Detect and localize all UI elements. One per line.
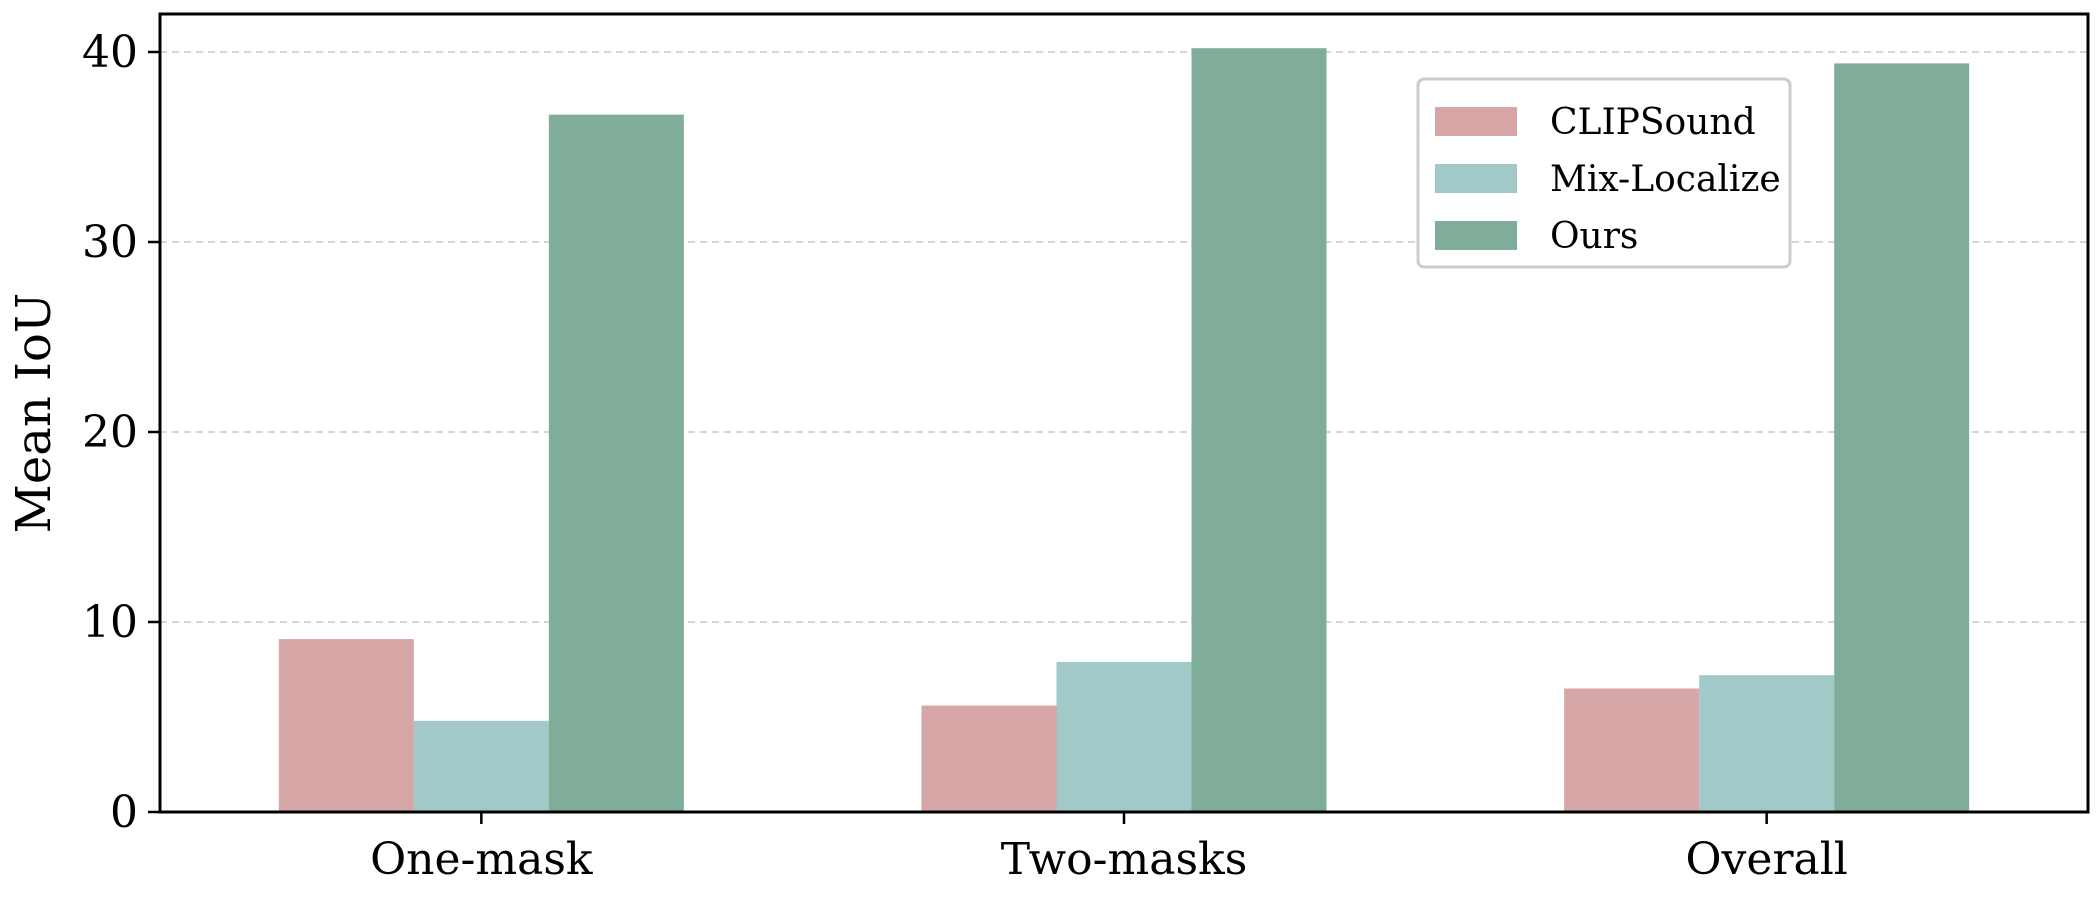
legend-label: Ours	[1550, 216, 1638, 257]
y-tick-label: 40	[82, 27, 138, 78]
y-tick-label: 10	[82, 597, 138, 648]
y-tick-label: 0	[110, 787, 138, 838]
bar-mix-localize	[413, 720, 549, 812]
bar-clipsound	[278, 639, 414, 812]
ticks-layer: 0 10 20 30 40 One-mask Two-masks Overall	[82, 27, 1848, 885]
legend: CLIPSound Mix-Localize Ours	[1416, 77, 1792, 269]
bar-clipsound	[921, 705, 1057, 812]
grid-layer	[160, 51, 2088, 623]
y-tick-label: 30	[82, 217, 138, 268]
x-tick-label: Overall	[1685, 834, 1847, 885]
bar-ours	[1191, 48, 1327, 812]
y-axis-label: Mean IoU	[6, 293, 62, 534]
x-tick-label: One-mask	[370, 834, 593, 885]
legend-swatch	[1435, 221, 1517, 250]
y-tick-label: 20	[82, 407, 138, 458]
bar-ours	[548, 114, 684, 812]
bar-ours	[1834, 63, 1970, 812]
legend-swatch	[1435, 164, 1517, 193]
bar-clipsound	[1564, 688, 1700, 812]
legend-label: Mix-Localize	[1550, 159, 1781, 200]
legend-label: CLIPSound	[1550, 102, 1756, 143]
legend-swatch	[1435, 107, 1517, 136]
bar-mix-localize	[1056, 661, 1192, 812]
x-tick-label: Two-masks	[1001, 834, 1248, 885]
bars-layer	[278, 48, 1970, 812]
bar-mix-localize	[1699, 675, 1835, 812]
